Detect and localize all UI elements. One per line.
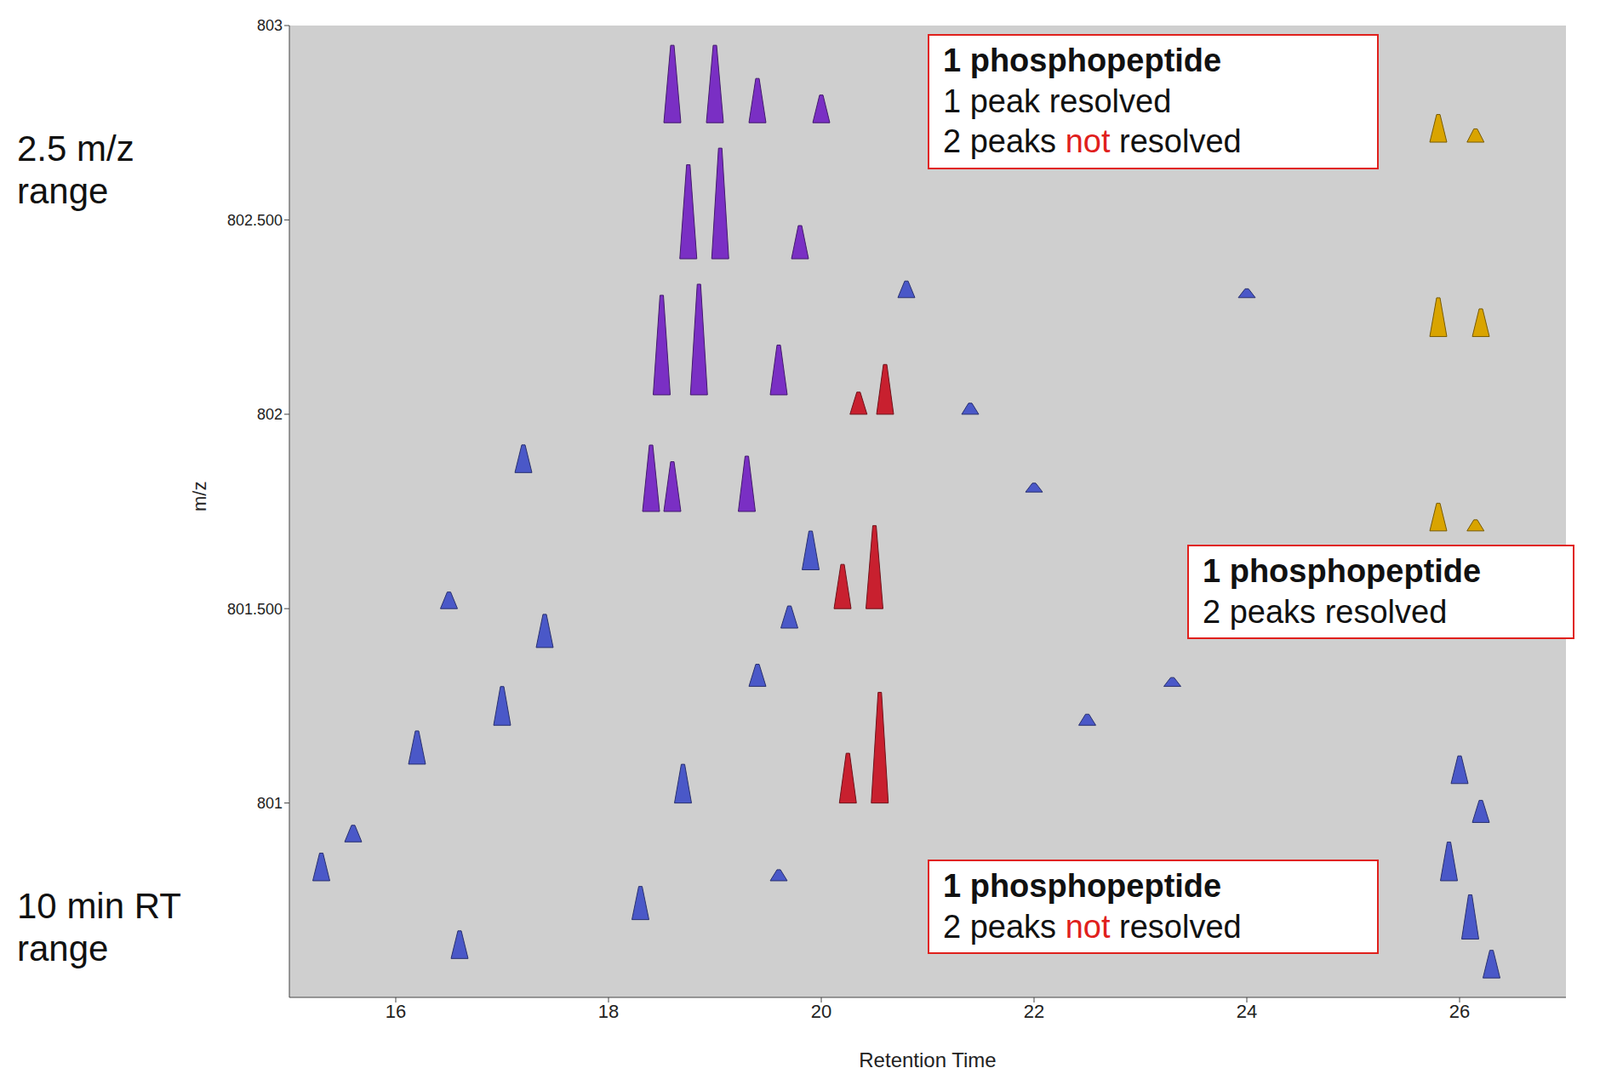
svg-text:Retention Time: Retention Time bbox=[858, 1048, 996, 1072]
svg-text:802: 802 bbox=[257, 405, 283, 423]
html-text:2 peaks resolved: 2 peaks resolved bbox=[1202, 593, 1448, 630]
svg-text:802.500: 802.500 bbox=[227, 211, 283, 229]
html-text:1 phosphopeptide: 1 phosphopeptide bbox=[942, 868, 1222, 904]
svg-text:20: 20 bbox=[811, 1000, 832, 1023]
html-text:2 peaks not resolved: 2 peaks not resolved bbox=[942, 123, 1242, 160]
svg-text:16: 16 bbox=[385, 1000, 406, 1023]
html-text:10 min RT range: 10 min RT range bbox=[17, 885, 181, 969]
svg-text:22: 22 bbox=[1023, 1000, 1045, 1023]
html-text:2.5 m/z range: 2.5 m/z range bbox=[17, 128, 135, 212]
html-text:2 peaks not resolved: 2 peaks not resolved bbox=[942, 908, 1242, 945]
html-text:1 phosphopeptide: 1 phosphopeptide bbox=[1202, 553, 1482, 589]
svg-text:24: 24 bbox=[1236, 1000, 1258, 1023]
svg-text:803: 803 bbox=[257, 17, 283, 35]
html-text:1 phosphopeptide: 1 phosphopeptide bbox=[942, 42, 1222, 79]
svg-text:26: 26 bbox=[1449, 1000, 1470, 1023]
svg-text:801.500: 801.500 bbox=[227, 600, 283, 618]
svg-text:m/z: m/z bbox=[188, 481, 211, 512]
svg-text:801: 801 bbox=[257, 794, 283, 812]
html-text:1 peak resolved: 1 peak resolved bbox=[942, 82, 1172, 119]
svg-text:18: 18 bbox=[598, 1000, 619, 1023]
